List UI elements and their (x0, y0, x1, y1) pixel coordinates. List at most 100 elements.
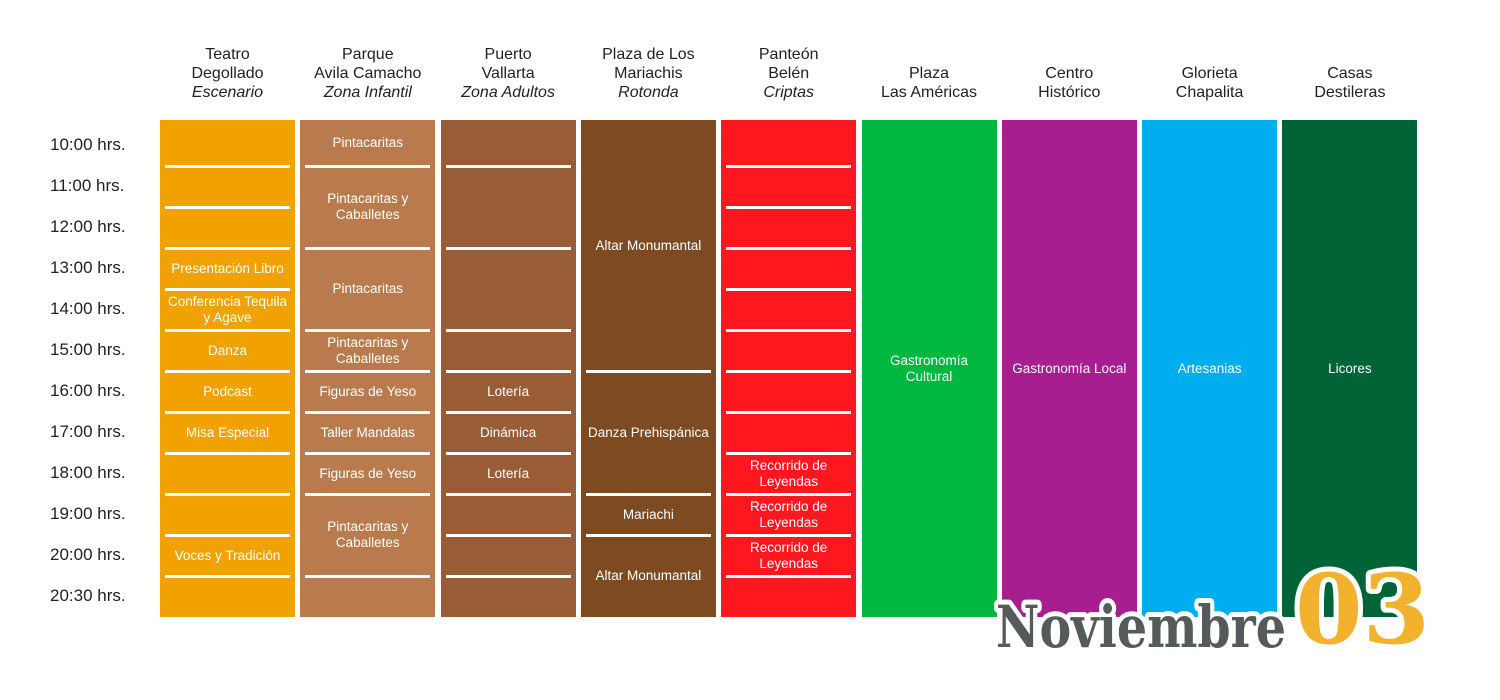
schedule-event: Pintacaritas (332, 135, 404, 150)
schedule-event: Danza Prehispánica (587, 424, 709, 440)
venue-column: Artesanias (1142, 120, 1278, 617)
divider (585, 534, 711, 537)
schedule-event (160, 166, 295, 207)
schedule-event (160, 494, 295, 535)
schedule-event: Conferencia Tequila y Agave (167, 293, 288, 325)
schedule-event (160, 120, 295, 166)
time-label: 20:00 hrs. (50, 545, 126, 564)
time-label: 17:00 hrs. (50, 422, 126, 441)
venue-name: Plaza de Los (602, 46, 695, 63)
divider (165, 288, 290, 291)
divider (726, 493, 852, 496)
date-logo: Noviembre 03 (991, 555, 1435, 665)
divider (305, 493, 431, 496)
time-label: 16:00 hrs. (50, 381, 126, 400)
logo-day: 03 (1295, 555, 1430, 665)
schedule-event (721, 576, 856, 617)
divider (445, 247, 571, 250)
venue-header: Centro Histórico (1001, 40, 1137, 102)
divider (445, 452, 571, 455)
schedule-event (721, 289, 856, 330)
schedule-event: Mariachi (622, 506, 674, 522)
schedule-event: Pintacaritas y Caballetes (327, 191, 409, 222)
time-label: 11:00 hrs. (50, 176, 125, 195)
venue-name: Teatro (205, 46, 250, 63)
venue-header: Plaza de Los Mariachis Rotonda (580, 40, 716, 102)
schedule-event (721, 166, 856, 207)
schedule-event (160, 576, 295, 617)
divider (305, 411, 431, 414)
schedule-event (300, 576, 435, 617)
venue-name: Glorieta (1181, 65, 1238, 82)
divider (726, 206, 852, 209)
time-label: 12:00 hrs. (50, 217, 126, 236)
schedule-event (721, 412, 856, 453)
venue-column: Recorrido de Leyendas Recorrido de Leyend… (721, 120, 857, 617)
schedule-event (721, 371, 856, 412)
venue-column: Lotería Dinámica Lotería (440, 120, 576, 617)
divider (445, 575, 571, 578)
venue-name2: Las Américas (880, 84, 978, 101)
schedule-event (441, 120, 576, 166)
divider (726, 165, 852, 168)
divider (726, 370, 852, 373)
divider (165, 206, 290, 209)
schedule-event: Figuras de Yeso (319, 383, 417, 399)
divider (726, 329, 852, 332)
divider (305, 452, 431, 455)
schedule-event (441, 576, 576, 617)
divider (165, 575, 290, 578)
divider (165, 493, 290, 496)
time-label: 18:00 hrs. (50, 463, 126, 482)
divider (445, 534, 571, 537)
divider (445, 370, 571, 373)
divider (305, 370, 431, 373)
venue-header: Teatro Degollado Escenario (160, 40, 296, 102)
schedule-event: Licores (1328, 360, 1372, 376)
time-label: 14:00 hrs. (50, 299, 126, 318)
schedule-event: Gastronomía Local (1012, 360, 1127, 376)
venue-name: Plaza (908, 65, 950, 82)
schedule-event (721, 207, 856, 248)
schedule-event: Gastronomía Cultural (889, 352, 969, 384)
divider (305, 165, 431, 168)
divider (585, 370, 711, 373)
divider (445, 165, 571, 168)
venue-column: Licores (1282, 120, 1418, 617)
venue-column: Presentación Libro Conferencia Tequila y … (160, 120, 295, 617)
venue-sub: Criptas (763, 84, 815, 101)
divider (726, 288, 852, 291)
venue-name2: Chapalita (1175, 84, 1244, 101)
schedule-event (441, 330, 576, 371)
schedule-event (160, 207, 295, 248)
schedule-event (721, 248, 856, 289)
time-label: 19:00 hrs. (50, 504, 126, 523)
schedule-event: Recorrido de Leyendas (750, 498, 828, 530)
divider (305, 247, 431, 250)
schedule-event: Pintacaritas (332, 281, 404, 296)
schedule-event (441, 494, 576, 535)
schedule-event: Danza (207, 342, 248, 358)
schedule-event: Pintacaritas y Caballetes (327, 334, 409, 366)
divider (726, 247, 852, 250)
venue-sub: Zona Adultos (461, 84, 555, 101)
schedule-event (441, 535, 576, 576)
schedule-event: Altar Monumantal (595, 568, 702, 583)
schedule-event: Dinámica (479, 424, 537, 440)
venue-name: Centro (1045, 65, 1094, 82)
schedule-event: Lotería (487, 465, 530, 481)
time-label: 15:00 hrs. (50, 340, 126, 359)
schedule-event: Presentación Libro (171, 260, 284, 276)
venue-header: Glorieta Chapalita (1142, 40, 1278, 102)
venue-column: Pintacaritas Pintacaritas y Caballetes Pin… (300, 120, 436, 617)
venue-name2: Destileras (1314, 84, 1386, 101)
schedule-event: Figuras de Yeso (319, 465, 417, 481)
schedule-event (441, 248, 576, 330)
schedule-event (721, 330, 856, 371)
venue-sub: Rotonda (618, 84, 679, 101)
divider (165, 247, 290, 250)
venue-name: Casas (1327, 65, 1373, 82)
venue-name2: Degollado (191, 65, 264, 82)
divider (165, 370, 290, 373)
divider (305, 329, 431, 332)
